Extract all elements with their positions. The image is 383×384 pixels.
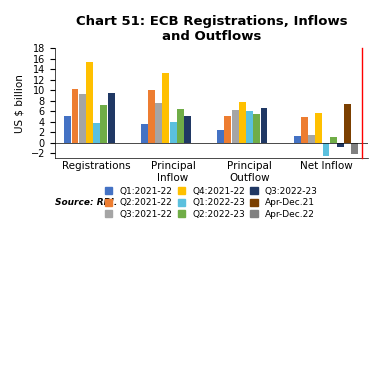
Bar <box>294 136 301 142</box>
Bar <box>184 116 191 142</box>
Bar <box>253 114 260 142</box>
Bar <box>239 102 246 142</box>
Bar <box>301 117 308 142</box>
Y-axis label: US $ billion: US $ billion <box>15 74 25 133</box>
Bar <box>177 109 184 142</box>
Bar <box>93 123 100 142</box>
Bar <box>217 129 224 142</box>
Bar <box>79 94 86 142</box>
Bar <box>86 63 93 142</box>
Bar <box>352 142 358 154</box>
Bar <box>170 122 177 142</box>
Bar <box>108 93 115 142</box>
Bar <box>308 135 315 142</box>
Bar <box>141 124 148 142</box>
Bar <box>100 106 107 142</box>
Bar <box>330 137 337 142</box>
Bar <box>322 142 329 156</box>
Bar <box>315 113 322 142</box>
Bar <box>337 142 344 147</box>
Bar <box>224 116 231 142</box>
Bar <box>72 89 79 142</box>
Title: Chart 51: ECB Registrations, Inflows
and Outflows: Chart 51: ECB Registrations, Inflows and… <box>75 15 347 43</box>
Bar <box>246 111 253 142</box>
Bar <box>260 108 267 142</box>
Bar <box>64 116 71 142</box>
Bar <box>148 90 155 142</box>
Bar <box>232 110 239 142</box>
Bar <box>344 104 351 142</box>
Text: Source: RBI.: Source: RBI. <box>55 197 117 207</box>
Legend: Q1:2021-22, Q2:2021-22, Q3:2021-22, Q4:2021-22, Q1:2022-23, Q2:2022-23, Q3:2022-: Q1:2021-22, Q2:2021-22, Q3:2021-22, Q4:2… <box>105 187 318 218</box>
Bar <box>155 103 162 142</box>
Bar <box>162 73 169 142</box>
